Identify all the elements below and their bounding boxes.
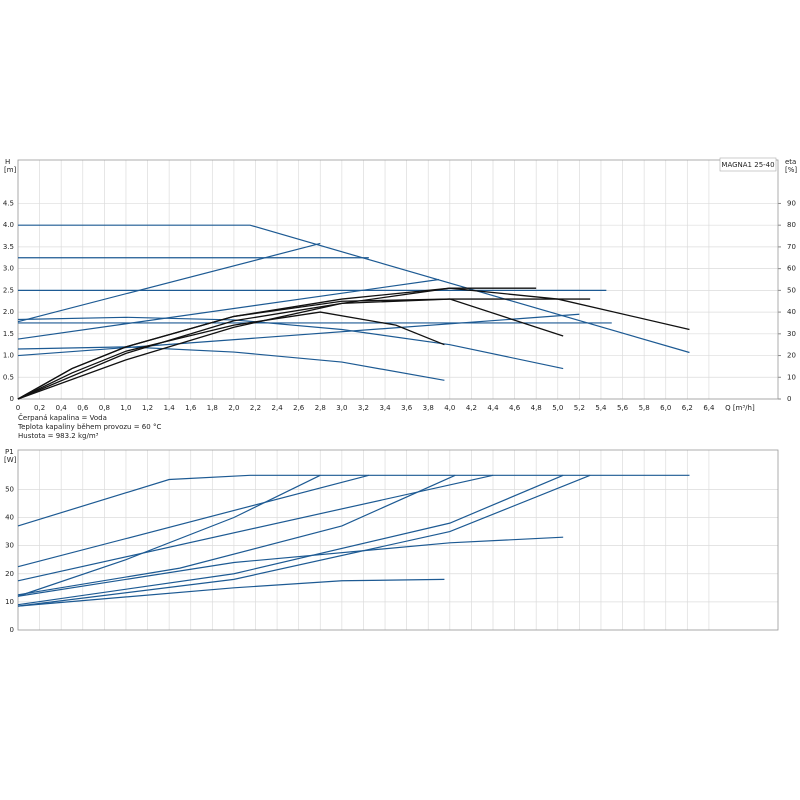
y-tick-label: 0 [10, 395, 14, 403]
plot-frame [17, 159, 779, 400]
curve [17, 313, 580, 357]
y2-tick-label: 90 [787, 199, 796, 207]
note: Čerpaná kapalina = Voda [18, 413, 107, 422]
x-tick-label: 1,4 [164, 404, 176, 412]
legend-box [719, 157, 777, 172]
x-tick-label: 0,6 [77, 404, 89, 412]
y-tick-label: 3.5 [3, 243, 14, 251]
y2-tick-label: 50 [787, 286, 796, 294]
curve [17, 278, 440, 340]
x-tick-label: 5,0 [552, 404, 563, 412]
x-tick-label: 1,8 [207, 404, 218, 412]
y-tick-label: 4.0 [3, 221, 14, 229]
curve [17, 474, 494, 582]
x-tick-label: 4,4 [487, 404, 499, 412]
y-tick-label: 10 [5, 598, 14, 606]
y-tick-label: 30 [5, 542, 14, 550]
y-axis-label: P1 [5, 448, 14, 456]
x-tick-label: 4,0 [444, 404, 455, 412]
curve [17, 536, 564, 597]
x-tick-label: 6,0 [660, 404, 671, 412]
x-tick-label: 0 [16, 404, 20, 412]
y2-tick-label: 20 [787, 352, 796, 360]
x-tick-label: 3,4 [379, 404, 391, 412]
x-axis-label: Q [m³/h] [725, 404, 755, 412]
note: Hustota = 983.2 kg/m³ [18, 432, 99, 440]
x-tick-label: 2,2 [250, 404, 261, 412]
x-tick-label: 2,8 [315, 404, 326, 412]
curve [17, 287, 537, 400]
plot-frame [17, 449, 779, 631]
y2-tick-label: 0 [787, 395, 791, 403]
y2-tick-label: 40 [787, 308, 796, 316]
legend-text: MAGNA1 25-40 [721, 161, 774, 169]
curve [17, 474, 564, 606]
y-tick-label: 0 [10, 626, 14, 634]
y2-tick-label: 80 [787, 221, 796, 229]
x-tick-label: 1,6 [185, 404, 197, 412]
x-tick-label: 5,8 [639, 404, 650, 412]
y2-axis-unit: [%] [785, 166, 797, 174]
x-tick-label: 2,0 [228, 404, 239, 412]
y-tick-label: 1.5 [3, 330, 14, 338]
x-tick-label: 2,6 [293, 404, 305, 412]
x-tick-label: 3,6 [401, 404, 413, 412]
y-tick-label: 2.0 [3, 308, 14, 316]
x-tick-label: 3,2 [358, 404, 369, 412]
y-axis-label: H [5, 158, 10, 166]
x-tick-label: 2,4 [272, 404, 284, 412]
y-tick-label: 4.5 [3, 199, 14, 207]
x-tick-label: 1,2 [142, 404, 153, 412]
curve [17, 298, 591, 400]
curve [17, 311, 445, 400]
x-tick-label: 4,8 [531, 404, 542, 412]
y2-tick-label: 70 [787, 243, 796, 251]
y-tick-label: 2.5 [3, 286, 14, 294]
y-tick-label: 50 [5, 485, 14, 493]
y-tick-label: 3.0 [3, 265, 14, 273]
y-tick-label: 20 [5, 570, 14, 578]
curve [17, 316, 564, 370]
y-axis-unit: [W] [4, 456, 17, 464]
x-tick-label: 4,6 [509, 404, 521, 412]
x-tick-label: 1,0 [120, 404, 131, 412]
curve [17, 474, 321, 597]
x-tick-label: 0,4 [56, 404, 68, 412]
x-tick-label: 6,4 [703, 404, 715, 412]
y2-tick-label: 60 [787, 265, 796, 273]
curve [17, 474, 591, 607]
x-tick-label: 5,6 [617, 404, 629, 412]
x-tick-label: 0,8 [99, 404, 110, 412]
curve [17, 474, 370, 568]
y2-tick-label: 30 [787, 330, 796, 338]
x-tick-label: 6,2 [682, 404, 693, 412]
x-tick-label: 5,2 [574, 404, 585, 412]
curve [18, 224, 690, 354]
curve [17, 474, 456, 596]
curve [17, 242, 321, 323]
x-tick-label: 3,0 [336, 404, 347, 412]
x-tick-label: 4,2 [466, 404, 477, 412]
x-tick-label: 0,2 [34, 404, 45, 412]
curve [17, 578, 445, 607]
y-axis-unit: [m] [4, 166, 17, 174]
y2-axis-label: eta [785, 158, 796, 166]
y2-tick-label: 10 [787, 373, 796, 381]
y-tick-label: 1.0 [3, 352, 14, 360]
curve [17, 346, 445, 381]
y-tick-label: 40 [5, 514, 14, 522]
note: Teplota kapaliny během provozu = 60 °C [17, 423, 161, 431]
curve [17, 474, 690, 527]
x-tick-label: 5,4 [595, 404, 607, 412]
y-tick-label: 0.5 [3, 373, 14, 381]
x-tick-label: 3,8 [423, 404, 434, 412]
